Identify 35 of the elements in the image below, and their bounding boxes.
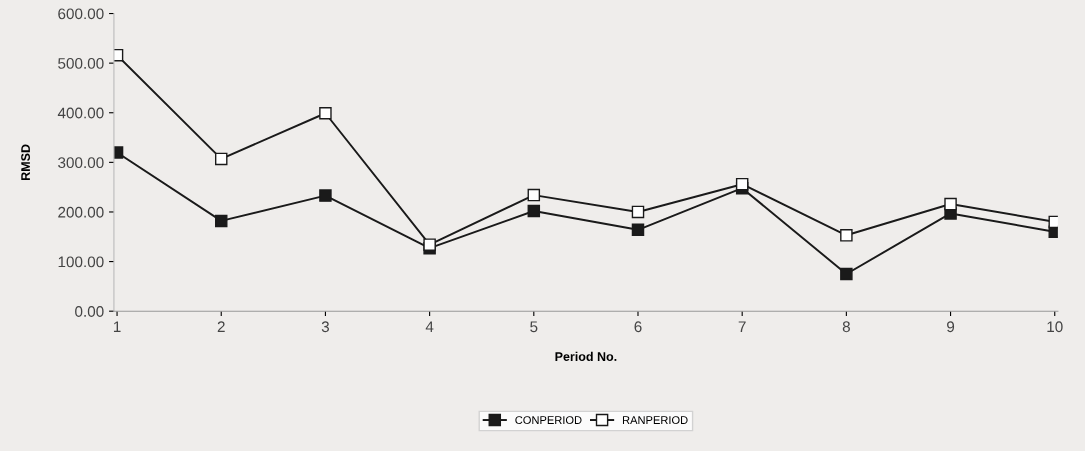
point (214, 214, 228, 228)
x-tick-label: 2 (217, 321, 225, 332)
y-tick-label: 200.00 (58, 206, 104, 218)
x-tick-label: 4 (425, 321, 434, 332)
point (735, 177, 749, 191)
y-tick-label: 400.00 (57, 107, 104, 119)
legend-label: RANPERIOD (622, 416, 688, 425)
point (319, 106, 332, 120)
y-tick-label: 500.00 (58, 58, 104, 69)
x-axis-title: Period No. (555, 351, 617, 361)
point (527, 204, 541, 218)
x-tick-label: 3 (321, 321, 330, 333)
point (113, 146, 124, 159)
x-tick-label: 6 (634, 321, 642, 333)
point (214, 152, 228, 166)
y-tick-label: 0.00 (75, 306, 104, 317)
point (840, 267, 853, 281)
point (631, 205, 645, 219)
x-tick-label: 7 (738, 321, 746, 332)
x-tick-label: 1 (113, 321, 121, 332)
point (423, 238, 436, 251)
point (631, 223, 645, 237)
y-tick-label: 100.00 (58, 256, 104, 268)
x-tick-label: 9 (947, 321, 955, 333)
point (319, 189, 332, 202)
y-axis-title: RMSD (21, 144, 31, 180)
x-tick-label: 5 (530, 321, 538, 333)
y-tick-label: 300.00 (58, 157, 104, 169)
y-tick-label: 600.00 (58, 8, 104, 20)
x-tick-label: 10 (1047, 321, 1063, 333)
legend-label: CONPERIOD (515, 416, 582, 425)
point (840, 229, 853, 242)
point (527, 188, 541, 202)
point (944, 197, 957, 211)
x-tick-label: 8 (842, 321, 850, 333)
